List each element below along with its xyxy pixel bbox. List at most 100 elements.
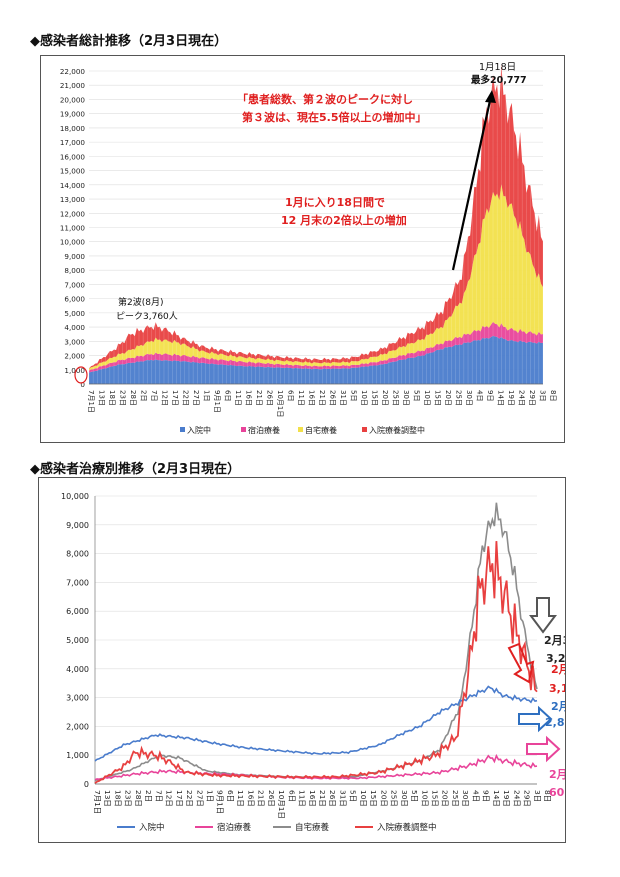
- x-tick-label: 10日: [423, 390, 431, 406]
- y-tick-label: 0: [80, 380, 85, 389]
- x-tick-label: 24日: [518, 390, 526, 406]
- bottom-chart-panel: 0 1,000 2,000 3,000 4,000 5,000 6,000 7,000 8,00…: [38, 477, 566, 843]
- y-tick-label: 5,000: [64, 309, 85, 318]
- x-tick-label: 14日: [492, 790, 501, 807]
- x-tick-label: 25日: [390, 790, 399, 807]
- legend-label: 入院療養調整中: [369, 425, 425, 435]
- peak-date-label: 1月18日: [479, 62, 516, 73]
- x-tick-label: 29日: [528, 390, 536, 406]
- x-tick-label: 10日: [359, 790, 368, 807]
- x-tick-label: 5日: [350, 390, 358, 401]
- x-tick-label: 7月1日: [93, 790, 102, 814]
- y-tick-label: 2,000: [66, 722, 89, 731]
- wave-note-line1: 「患者総数、第２波のピークに対し: [237, 92, 413, 106]
- x-tick-label: 26日: [267, 790, 276, 807]
- legend-swatch: [362, 427, 367, 432]
- x-tick-label: 21日: [257, 790, 266, 807]
- y-tick-label: 10,000: [61, 492, 89, 501]
- x-tick-label: 2日: [140, 390, 148, 401]
- x-tick-label: 10月1日: [277, 790, 286, 819]
- legend-label: 自宅療養: [295, 822, 330, 833]
- x-tick-label: 13日: [103, 790, 112, 807]
- line-hotel: [94, 753, 538, 781]
- x-tick-label: 18日: [113, 790, 122, 807]
- x-tick-label: 19日: [507, 390, 515, 406]
- x-tick-label: 26日: [266, 390, 274, 406]
- x-tick-label: 22日: [185, 790, 194, 807]
- gridlines: [89, 70, 543, 385]
- legend-label: 自宅療養: [305, 425, 337, 435]
- trend-arrow-head: [485, 90, 496, 103]
- y-tick-label: 9,000: [64, 252, 85, 261]
- x-tick-label: 20日: [441, 790, 450, 807]
- x-tick-label: 30日: [400, 790, 409, 807]
- y-tick-label: 16,000: [60, 152, 86, 161]
- x-tick-label: 20日: [444, 390, 452, 406]
- x-tick-label: 16日: [308, 790, 317, 807]
- x-tick-label: 6日: [224, 390, 232, 401]
- x-tick-label: 30日: [461, 790, 470, 807]
- legend-label: 宿泊療養: [217, 822, 252, 833]
- x-tick-label: 23日: [124, 790, 133, 807]
- y-tick-label: 2,000: [64, 352, 85, 361]
- x-tick-label: 9月1日: [216, 790, 225, 814]
- x-tick-label: 7日: [154, 790, 163, 802]
- gray-end-value: 3,264: [546, 652, 565, 665]
- x-tick-label: 4日: [476, 390, 484, 401]
- x-tick-label: 4日: [471, 790, 480, 802]
- y-tick-label: 15,000: [60, 167, 86, 176]
- y-tick-label: 20,000: [60, 95, 86, 104]
- x-tick-label: 10日: [360, 390, 368, 406]
- x-tick-label: 5日: [413, 390, 421, 401]
- y-tick-label: 10,000: [60, 238, 86, 247]
- x-tick-label: 3日: [539, 390, 547, 401]
- x-tick-label: 7日: [150, 390, 158, 401]
- x-tick-label: 23日: [119, 390, 127, 406]
- y-tick-label: 11,000: [60, 224, 86, 233]
- y-tick-label: 21,000: [60, 81, 86, 90]
- legend-label: 宿泊療養: [248, 425, 280, 435]
- red-arrow-icon: [507, 642, 535, 684]
- x-tick-label: 19日: [502, 790, 511, 807]
- x-tick-label: 10月1日: [276, 390, 284, 417]
- x-tick-label: 25日: [455, 390, 463, 406]
- x-tick-label: 26日: [329, 390, 337, 406]
- legend-swatch: [180, 427, 185, 432]
- x-tick-label: 12日: [165, 790, 174, 807]
- y-tick-label: 6,000: [64, 295, 85, 304]
- x-tick-label: 1日: [206, 790, 215, 802]
- bottom-section-title: ◆感染者治療別推移（2月3日現在）: [30, 462, 241, 477]
- red-end-value: 3,107: [549, 682, 565, 695]
- x-tick-label: 28日: [129, 390, 137, 406]
- x-tick-label: 16日: [308, 390, 316, 406]
- x-tick-label: 6日: [287, 390, 295, 401]
- x-tick-label: 13日: [98, 390, 106, 406]
- x-tick-label: 10日: [420, 790, 429, 807]
- x-tick-label: 28日: [134, 790, 143, 807]
- blue-end-date: 2月3日: [551, 700, 565, 713]
- x-tick-label: 16日: [246, 790, 255, 807]
- x-tick-label: 27日: [195, 790, 204, 807]
- x-tick-label: 26日: [328, 790, 337, 807]
- x-tick-label: 15日: [369, 790, 378, 807]
- y-tick-label: 3,000: [66, 694, 89, 703]
- x-tick-label: 9日: [486, 390, 494, 401]
- x-tick-label: 15日: [431, 790, 440, 807]
- area-adjusting: [89, 64, 543, 369]
- y-tick-label: 0: [84, 780, 89, 789]
- gray-end-date: 2月3日: [544, 634, 565, 647]
- peak-value-label: 最多20,777: [471, 74, 527, 86]
- blue-end-value: 2,876: [545, 716, 565, 729]
- gray-arrow-icon: [529, 597, 557, 634]
- y-tick-label: 5,000: [66, 636, 89, 645]
- pink-end-date: 2月3日: [549, 768, 565, 781]
- x-tick-label: 12日: [161, 390, 169, 406]
- top-section-title: ◆感染者総計推移（2月3日現在）: [30, 34, 228, 49]
- origin-circle: [74, 366, 88, 384]
- y-tick-label: 9,000: [66, 521, 89, 530]
- x-tick-label: 11日: [234, 390, 242, 406]
- y-tick-label: 12,000: [60, 209, 86, 218]
- legend-label: 入院中: [187, 425, 211, 435]
- x-tick-label: 16日: [245, 390, 253, 406]
- y-tick-label: 17,000: [60, 138, 86, 147]
